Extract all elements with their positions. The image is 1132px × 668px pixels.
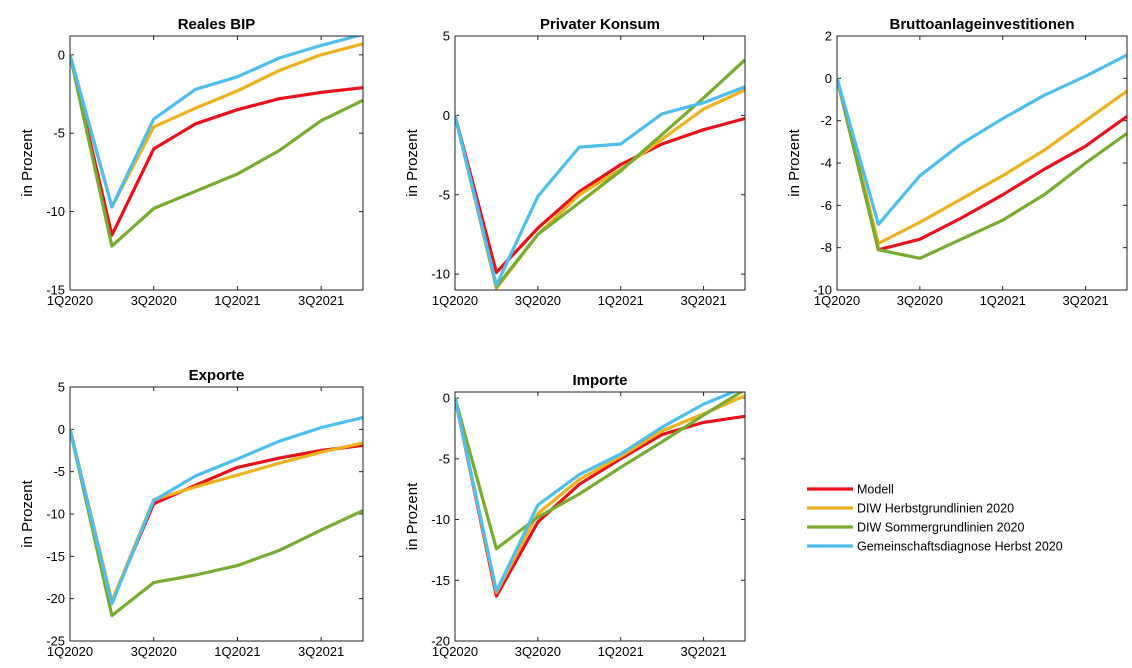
series-line — [455, 392, 745, 551]
legend-label: DIW Herbstgrundlinien 2020 — [857, 502, 1014, 516]
series-line — [837, 77, 1127, 260]
x-tick-label: 3Q2021 — [1062, 293, 1108, 308]
x-tick-label: 1Q2021 — [980, 293, 1026, 308]
series-line — [70, 428, 363, 618]
x-tick-label: 3Q2020 — [131, 293, 177, 308]
y-tick-label: -8 — [820, 240, 832, 255]
chart-title: Importe — [572, 372, 627, 389]
y-tick-label: -25 — [46, 634, 65, 649]
y-tick-label: -20 — [46, 591, 65, 606]
x-tick-label: 1Q2021 — [598, 644, 644, 659]
x-tick-label: 3Q2021 — [298, 293, 344, 308]
series-line — [70, 54, 363, 237]
x-tick-label: 1Q2021 — [214, 644, 260, 659]
series-line — [455, 394, 745, 595]
x-tick-label: 1Q2020 — [47, 293, 93, 308]
x-tick-label: 1Q2020 — [432, 644, 478, 659]
x-tick-label: 1Q2020 — [432, 293, 478, 308]
x-tick-label: 3Q2021 — [680, 293, 726, 308]
legend-label: Modell — [857, 483, 894, 497]
y-tick-label: -6 — [820, 198, 832, 213]
series-line — [837, 53, 1127, 226]
y-tick-label: 5 — [58, 380, 65, 395]
chart-panel: Privater Konsum -10 -5 0 5 1Q2020 3Q2020 1Q2021… — [404, 16, 746, 308]
axes-box — [69, 386, 364, 642]
y-tick-label: 0 — [825, 71, 832, 86]
series-line — [70, 54, 363, 248]
series-line — [455, 88, 745, 290]
y-tick-label: -5 — [438, 451, 450, 466]
series-line — [837, 77, 1127, 245]
y-tick-label: 0 — [443, 108, 450, 123]
x-tick-label: 1Q2020 — [814, 293, 860, 308]
axes-box — [836, 35, 1128, 291]
chart-title: Exporte — [189, 367, 245, 384]
chart-title: Bruttoanlageinvestitionen — [889, 16, 1074, 33]
y-tick-label: -5 — [53, 126, 65, 141]
axes-box — [69, 35, 364, 291]
series-line — [455, 58, 745, 289]
chart-panel: Reales BIP -15 -10 -5 0 1Q2020 3Q2020 1Q2021 3Q2… — [19, 16, 364, 308]
series-line — [455, 397, 745, 598]
y-tick-label: -2 — [820, 113, 832, 128]
chart-title: Reales BIP — [178, 16, 256, 33]
x-tick-label: 3Q2020 — [897, 293, 943, 308]
y-tick-label: -10 — [431, 267, 450, 282]
y-axis-label: in Prozent — [786, 128, 803, 196]
y-tick-label: 5 — [443, 29, 450, 44]
y-tick-label: -15 — [46, 549, 65, 564]
x-tick-label: 3Q2020 — [131, 644, 177, 659]
y-tick-label: -5 — [438, 187, 450, 202]
y-tick-label: 2 — [825, 29, 832, 44]
x-tick-label: 1Q2021 — [214, 293, 260, 308]
x-tick-label: 1Q2021 — [598, 293, 644, 308]
series-group — [455, 58, 745, 290]
y-tick-label: -4 — [820, 156, 832, 171]
x-tick-label: 3Q2020 — [515, 644, 561, 659]
x-tick-label: 3Q2020 — [515, 293, 561, 308]
legend: Modell DIW Herbstgrundlinien 2020 DIW Somm… — [807, 483, 1063, 554]
series-line — [70, 36, 363, 209]
series-line — [70, 415, 363, 606]
series-line — [455, 85, 745, 287]
y-axis-label: in Prozent — [19, 128, 36, 196]
y-tick-label: -10 — [431, 512, 450, 527]
y-axis-label: in Prozent — [19, 479, 36, 547]
y-tick-label: 0 — [443, 391, 450, 406]
legend-label: DIW Sommergrundlinien 2020 — [857, 521, 1024, 535]
y-tick-label: -10 — [46, 204, 65, 219]
y-tick-label: 0 — [58, 422, 65, 437]
y-axis-label: in Prozent — [404, 482, 421, 550]
axes-box — [454, 35, 746, 291]
chart-panel: Bruttoanlageinvestitionen -10 -8 -6 -4 -2 0 2 1Q… — [786, 16, 1128, 308]
y-tick-label: -5 — [53, 464, 65, 479]
series-line — [455, 114, 745, 275]
series-group — [70, 415, 363, 618]
y-tick-label: 0 — [58, 47, 65, 62]
axes-box — [454, 391, 746, 642]
y-tick-label: -10 — [813, 283, 832, 298]
series-line — [837, 77, 1127, 252]
series-group — [455, 392, 745, 598]
chart-title: Privater Konsum — [540, 16, 660, 33]
series-group — [70, 36, 363, 248]
series-line — [455, 392, 738, 593]
y-tick-label: -15 — [46, 283, 65, 298]
series-group — [837, 53, 1127, 260]
y-axis-label: in Prozent — [404, 128, 421, 196]
chart-panel: Exporte -25 -20 -15 -10 -5 0 5 1Q2020 3Q2020 1Q202… — [19, 367, 364, 659]
x-tick-label: 3Q2021 — [298, 644, 344, 659]
chart-panel: Importe -20 -15 -10 -5 0 1Q2020 3Q2020 1Q2021 3Q2… — [404, 372, 746, 659]
x-tick-label: 3Q2021 — [680, 644, 726, 659]
series-line — [70, 428, 363, 603]
y-tick-label: -20 — [431, 634, 450, 649]
x-tick-label: 1Q2020 — [47, 644, 93, 659]
legend-label: Gemeinschaftsdiagnose Herbst 2020 — [857, 540, 1063, 554]
series-line — [70, 428, 363, 603]
y-tick-label: -15 — [431, 573, 450, 588]
y-tick-label: -10 — [46, 507, 65, 522]
